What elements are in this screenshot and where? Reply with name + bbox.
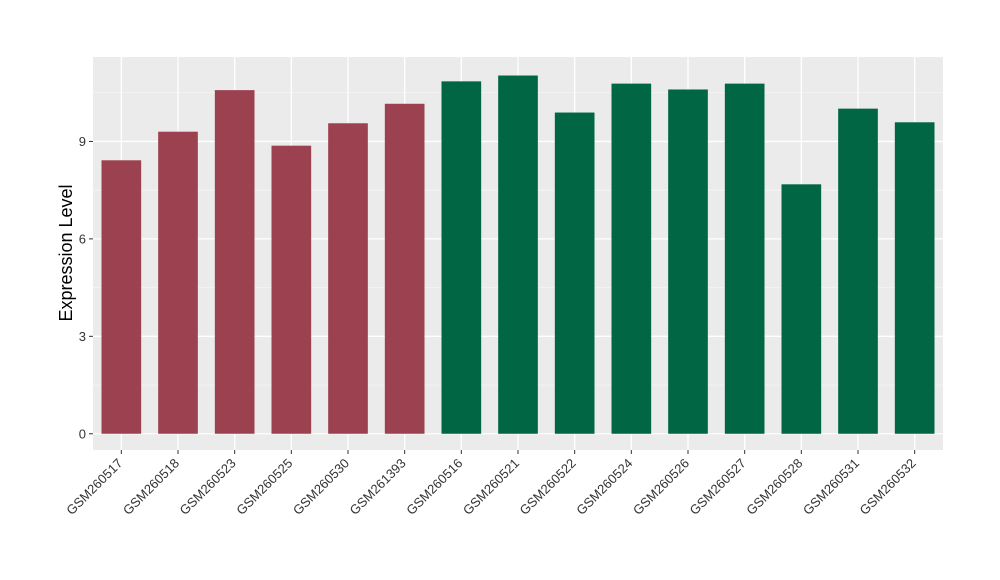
x-tick-label: GSM260517 — [63, 456, 125, 518]
x-tick-label: GSM260518 — [120, 456, 182, 518]
x-tick-label: GSM260516 — [403, 456, 465, 518]
y-tick-label: 6 — [79, 231, 86, 246]
bars — [101, 75, 935, 434]
bar — [328, 123, 368, 434]
x-tick-label: GSM260530 — [290, 456, 352, 518]
x-tick-label: GSM260531 — [800, 456, 862, 518]
bar — [384, 103, 425, 434]
y-axis: 0 3 6 9 — [79, 134, 93, 441]
x-tick-label: GSM260521 — [460, 456, 522, 518]
bar — [441, 81, 482, 434]
x-tick-label: GSM260532 — [857, 456, 919, 518]
y-tick-label: 0 — [79, 426, 86, 441]
bar — [101, 160, 142, 434]
bar — [271, 145, 312, 434]
y-axis-title: Expression Level — [56, 184, 76, 321]
y-tick-label: 9 — [79, 134, 86, 149]
x-tick-label: GSM260525 — [233, 456, 295, 518]
bar — [838, 108, 878, 434]
bar — [781, 184, 822, 434]
bar — [668, 89, 708, 434]
bar — [611, 83, 652, 434]
x-tick-label: GSM260524 — [573, 456, 635, 518]
x-tick-label: GSM260527 — [687, 456, 749, 518]
bar — [554, 112, 595, 434]
bar — [214, 90, 255, 434]
bar — [894, 122, 935, 434]
bar — [158, 131, 198, 434]
x-tick-label: GSM260523 — [177, 456, 239, 518]
bar — [498, 75, 538, 434]
x-tick-label: GSM260522 — [517, 456, 579, 518]
bar — [724, 83, 765, 434]
y-tick-label: 3 — [79, 329, 86, 344]
x-axis: GSM260517GSM260518GSM260523GSM260525GSM2… — [63, 450, 919, 518]
x-tick-label: GSM261393 — [347, 456, 409, 518]
x-tick-label: GSM260528 — [743, 456, 805, 518]
x-tick-label: GSM260526 — [630, 456, 692, 518]
